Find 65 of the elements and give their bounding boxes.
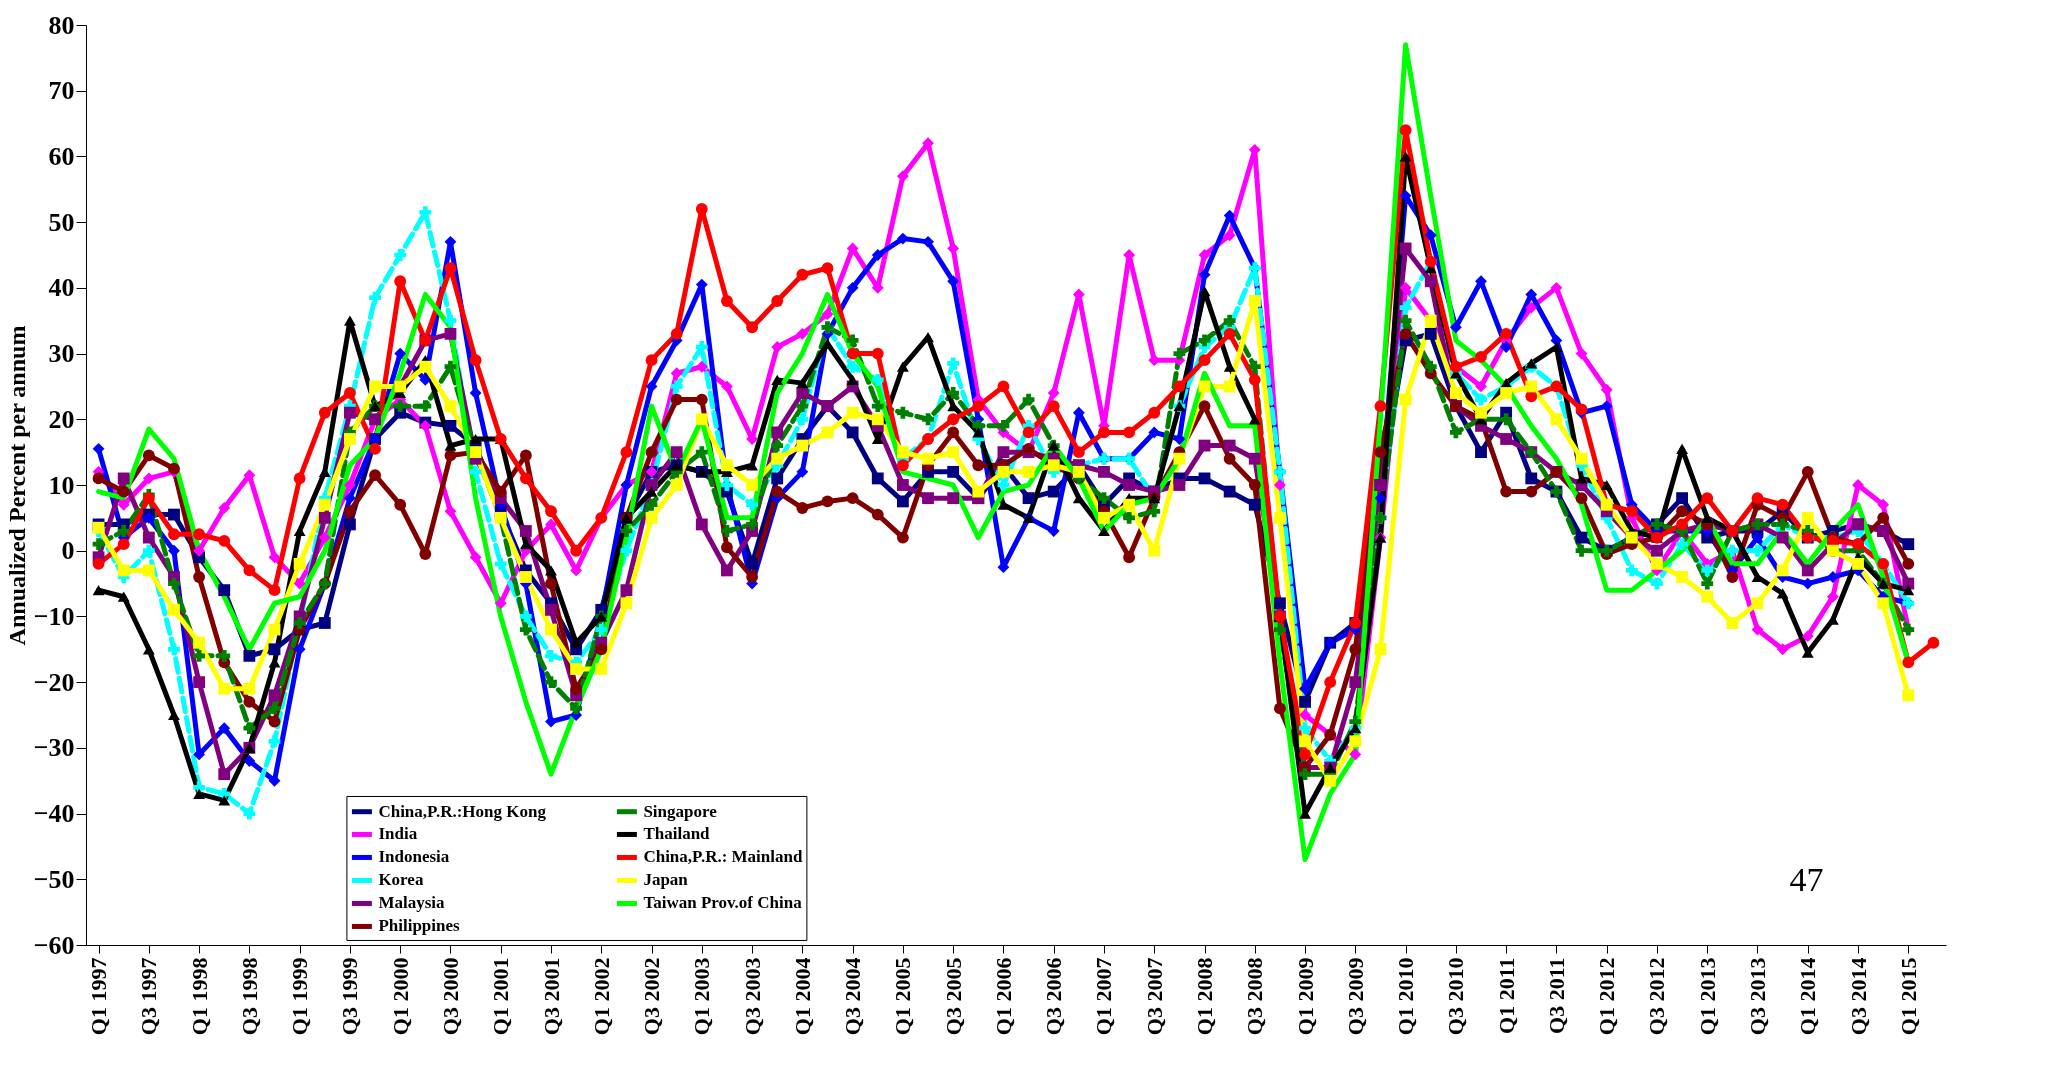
legend-label: Indonesia xyxy=(378,847,450,867)
y-tick-label: 60 xyxy=(48,141,75,171)
x-tick-label: Q1 2013 xyxy=(1694,957,1720,1036)
legend-label: Japan xyxy=(643,870,689,890)
y-tick-label: 10 xyxy=(48,470,75,500)
y-tick-label: 20 xyxy=(48,404,75,434)
x-tick-label: Q1 2015 xyxy=(1895,957,1921,1036)
x-tick-label: Q3 2014 xyxy=(1845,957,1871,1036)
y-axis-title: Annualized Percent per annum xyxy=(3,325,30,646)
x-tick-label: Q3 2012 xyxy=(1644,957,1670,1036)
x-tick-label: Q3 2008 xyxy=(1242,957,1268,1036)
y-tick-label: 80 xyxy=(48,10,75,40)
legend-label: Korea xyxy=(378,870,424,890)
x-tick-label: Q3 1998 xyxy=(236,957,262,1036)
x-tick-label: Q1 2012 xyxy=(1594,957,1620,1036)
x-tick-label: Q3 2009 xyxy=(1342,957,1368,1036)
y-tick-label: 70 xyxy=(48,76,75,106)
legend-label: Malaysia xyxy=(378,893,446,913)
x-tick-label: Q3 2002 xyxy=(639,957,665,1036)
x-tick-label: Q3 1999 xyxy=(337,957,363,1036)
x-tick-label: Q1 2008 xyxy=(1192,957,1218,1036)
y-tick-label: −50 xyxy=(33,864,75,894)
x-tick-label: Q3 2013 xyxy=(1744,957,1770,1036)
y-tick-label: −10 xyxy=(33,601,75,631)
x-tick-label: Q1 2010 xyxy=(1393,957,1419,1036)
x-tick-label: Q1 2009 xyxy=(1292,957,1318,1036)
x-tick-label: Q1 1997 xyxy=(86,957,112,1036)
x-tick-label: Q3 2005 xyxy=(940,957,966,1036)
x-tick-label: Q1 2003 xyxy=(689,957,715,1036)
legend-label: China,P.R.:Hong Kong xyxy=(378,801,547,821)
x-tick-label: Q1 2005 xyxy=(890,957,916,1036)
x-tick-label: Q1 2011 xyxy=(1493,957,1519,1034)
legend-label: Thailand xyxy=(643,824,711,844)
x-tick-label: Q3 2004 xyxy=(840,957,866,1036)
x-tick-label: Q3 2007 xyxy=(1141,957,1167,1036)
y-tick-label: −20 xyxy=(33,667,75,697)
x-tick-label: Q1 2006 xyxy=(990,957,1016,1036)
x-tick-label: Q1 1999 xyxy=(287,957,313,1036)
legend-label: Singapore xyxy=(643,801,718,821)
y-tick-label: 40 xyxy=(48,273,75,303)
legend-label: Taiwan Prov.of China xyxy=(643,893,803,913)
annotation: 47 xyxy=(1789,860,1824,898)
x-tick-label: Q1 2000 xyxy=(387,957,413,1036)
x-tick-label: Q1 2007 xyxy=(1091,957,1117,1036)
y-tick-label: −30 xyxy=(33,733,75,763)
x-tick-label: Q1 1998 xyxy=(186,957,212,1036)
x-tick-label: Q3 2006 xyxy=(1041,957,1067,1036)
x-tick-label: Q1 2004 xyxy=(789,957,815,1036)
legend-label: China,P.R.: Mainland xyxy=(643,847,803,867)
x-tick-label: Q3 2000 xyxy=(437,957,463,1036)
y-tick-label: −40 xyxy=(33,799,75,829)
x-tick-label: Q1 2001 xyxy=(488,957,514,1036)
x-tick-label: Q3 2010 xyxy=(1443,957,1469,1036)
y-tick-label: −60 xyxy=(33,930,75,960)
x-tick-label: Q1 2002 xyxy=(588,957,614,1036)
y-tick-label: 50 xyxy=(48,207,75,237)
x-tick-label: Q3 2011 xyxy=(1543,957,1569,1034)
legend-label: Philippines xyxy=(378,916,461,936)
x-tick-label: Q3 2003 xyxy=(739,957,765,1036)
y-tick-label: 0 xyxy=(61,536,75,566)
x-tick-label: Q3 2001 xyxy=(538,957,564,1036)
legend-label: India xyxy=(378,824,418,844)
y-tick-label: 30 xyxy=(48,339,75,369)
x-tick-label: Q1 2014 xyxy=(1795,957,1821,1036)
x-tick-label: Q3 1997 xyxy=(136,957,162,1036)
